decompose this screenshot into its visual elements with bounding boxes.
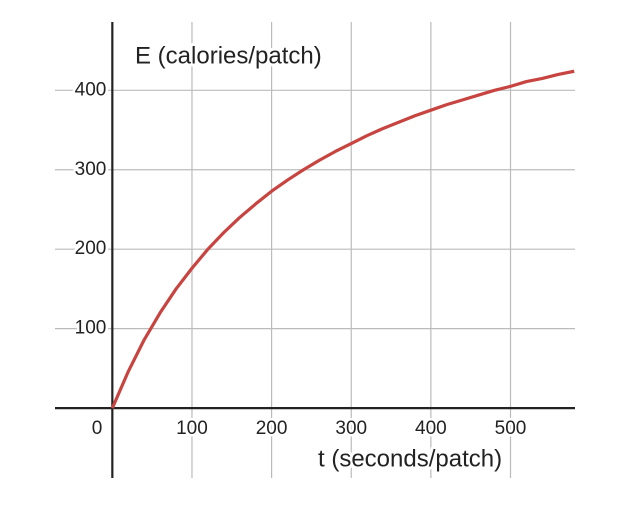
x-tick-label: 300 [335, 418, 367, 439]
grid [55, 22, 575, 478]
x-tick-label: 200 [256, 418, 288, 439]
x-tick-label: 500 [495, 418, 527, 439]
y-tick-label: 200 [75, 238, 107, 259]
x-axis-label: t (seconds/patch) [318, 445, 502, 472]
x-tick-label: 600 [574, 418, 606, 439]
y-tick-label: 400 [75, 79, 107, 100]
axes [55, 22, 575, 478]
labels: 0 100 200 300 400 500 600 100 200 300 400 [72, 77, 606, 442]
y-axis-label: E (calories/patch) [135, 42, 322, 69]
x-tick-label: 400 [415, 418, 447, 439]
line-series [110, 69, 575, 409]
y-tick-label: 100 [75, 318, 107, 339]
y-tick-label: 300 [75, 159, 107, 180]
x-tick-label: 100 [176, 418, 208, 439]
curve-layer [110, 69, 575, 409]
x-tick-label: 0 [92, 418, 103, 439]
